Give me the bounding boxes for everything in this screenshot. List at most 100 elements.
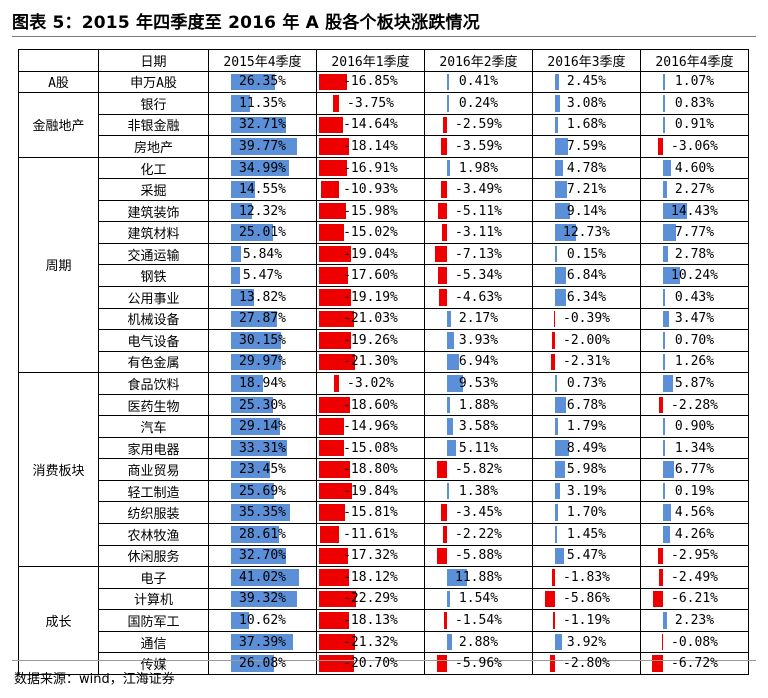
return-cell: -5.11% [424, 199, 533, 223]
gain-bar [555, 159, 563, 177]
return-cell: 2.45% [532, 70, 641, 94]
industry-name-cell: 交通运输 [98, 242, 209, 266]
gain-bar [231, 526, 279, 543]
return-cell: 10.62% [208, 609, 317, 632]
loss-bar [441, 504, 447, 522]
return-cell: 4.60% [640, 156, 749, 180]
gain-bar [231, 353, 281, 371]
return-cell: 27.87% [208, 307, 317, 331]
industry-name-cell: 家用电器 [98, 436, 209, 460]
return-value: 4.26% [674, 526, 715, 542]
return-cell: 6.77% [640, 458, 749, 481]
loss-bar [320, 181, 339, 198]
return-cell: -0.08% [640, 630, 749, 654]
loss-bar [441, 138, 447, 155]
return-cell: 9.14% [532, 199, 641, 223]
return-cell: 7.59% [532, 135, 641, 158]
return-value: 1.38% [458, 483, 499, 499]
return-value: 4.56% [674, 505, 715, 521]
loss-bar [332, 95, 339, 112]
sector-performance-table: 日期 2015年4季度 2016年1季度 2016年2季度 2016年3季度 2… [18, 49, 749, 675]
return-value: 9.14% [566, 203, 607, 219]
gain-bar [555, 418, 558, 435]
return-value: 11.35% [239, 95, 286, 111]
return-value: 0.83% [674, 95, 715, 111]
gain-bar [447, 310, 451, 328]
return-cell: 2.88% [424, 630, 533, 654]
gain-bar [555, 202, 571, 220]
return-value: -20.70% [343, 656, 398, 672]
return-cell: 4.56% [640, 501, 749, 525]
industry-name-cell: 公用事业 [98, 286, 209, 309]
loss-bar [319, 138, 350, 155]
return-cell: -7.13% [424, 242, 533, 266]
return-value: 5.87% [674, 375, 715, 391]
return-cell: 25.30% [208, 393, 317, 417]
return-cell: -2.59% [424, 113, 533, 137]
return-cell: 12.32% [208, 199, 317, 223]
loss-bar [438, 267, 447, 285]
loss-bar [437, 547, 447, 565]
return-cell: 1.45% [532, 523, 641, 546]
return-value: 7.21% [566, 182, 607, 198]
gain-bar [555, 73, 560, 91]
return-cell: -18.14% [316, 135, 425, 158]
return-cell: 26.35% [208, 70, 317, 94]
return-value: -11.61% [343, 526, 398, 542]
return-value: 37.39% [239, 634, 286, 650]
gain-bar [447, 439, 456, 457]
return-cell: 5.11% [424, 436, 533, 460]
return-cell: -18.80% [316, 458, 425, 481]
gain-bar [555, 396, 567, 414]
return-value: -3.11% [455, 225, 502, 241]
return-cell: 0.70% [640, 329, 749, 352]
gain-bar [663, 353, 666, 371]
gain-bar [231, 375, 263, 392]
return-cell: 14.55% [208, 178, 317, 201]
return-value: 6.78% [566, 397, 607, 413]
return-value: 3.47% [674, 311, 715, 327]
return-cell: 5.47% [532, 544, 641, 568]
return-value: 1.88% [458, 397, 499, 413]
gain-bar [555, 439, 570, 457]
header-cell-2016q2: 2016年2季度 [424, 49, 533, 72]
loss-bar [553, 612, 555, 629]
gain-bar [663, 375, 673, 392]
industry-name-cell: 电子 [98, 566, 209, 589]
loss-bar [439, 289, 447, 306]
loss-bar [319, 547, 348, 565]
return-cell: -15.81% [316, 501, 425, 525]
return-value: 8.49% [566, 440, 607, 456]
table-row: 传媒 26.08% -20.70% -5.96% -2.80% -6.72% [19, 652, 749, 675]
return-cell: 1.26% [640, 350, 749, 374]
return-cell: -1.19% [532, 609, 641, 632]
table-row: 机械设备 27.87% -21.03% 2.17% -0.39% 3.47% [19, 307, 749, 331]
industry-name-cell: 采掘 [98, 178, 209, 201]
gain-bar [663, 612, 667, 629]
return-cell: 10.24% [640, 264, 749, 288]
return-cell: 23.45% [208, 458, 317, 481]
gain-bar [663, 267, 681, 285]
return-value: 0.91% [674, 117, 715, 133]
table-row: 轻工制造 25.69% -19.84% 1.38% 3.19% 0.19% [19, 479, 749, 503]
return-value: 25.01% [239, 225, 286, 241]
loss-bar [319, 73, 348, 91]
return-cell: 28.61% [208, 523, 317, 546]
return-value: 7.59% [566, 138, 607, 154]
loss-bar [438, 202, 447, 220]
return-value: -0.08% [671, 634, 718, 650]
gain-bar [663, 526, 671, 543]
return-cell: -3.06% [640, 135, 749, 158]
industry-name-cell: 食品饮料 [98, 372, 209, 395]
return-cell: 11.88% [424, 566, 533, 589]
return-value: -1.19% [563, 612, 610, 628]
gain-bar [231, 332, 282, 349]
return-value: -3.02% [347, 375, 394, 391]
return-cell: -14.96% [316, 415, 425, 438]
loss-bar [657, 138, 663, 155]
gain-bar [447, 569, 467, 586]
return-cell: 0.15% [532, 242, 641, 266]
return-value: 1.45% [566, 526, 607, 542]
return-value: -4.63% [455, 289, 502, 305]
return-value: -5.96% [455, 656, 502, 672]
